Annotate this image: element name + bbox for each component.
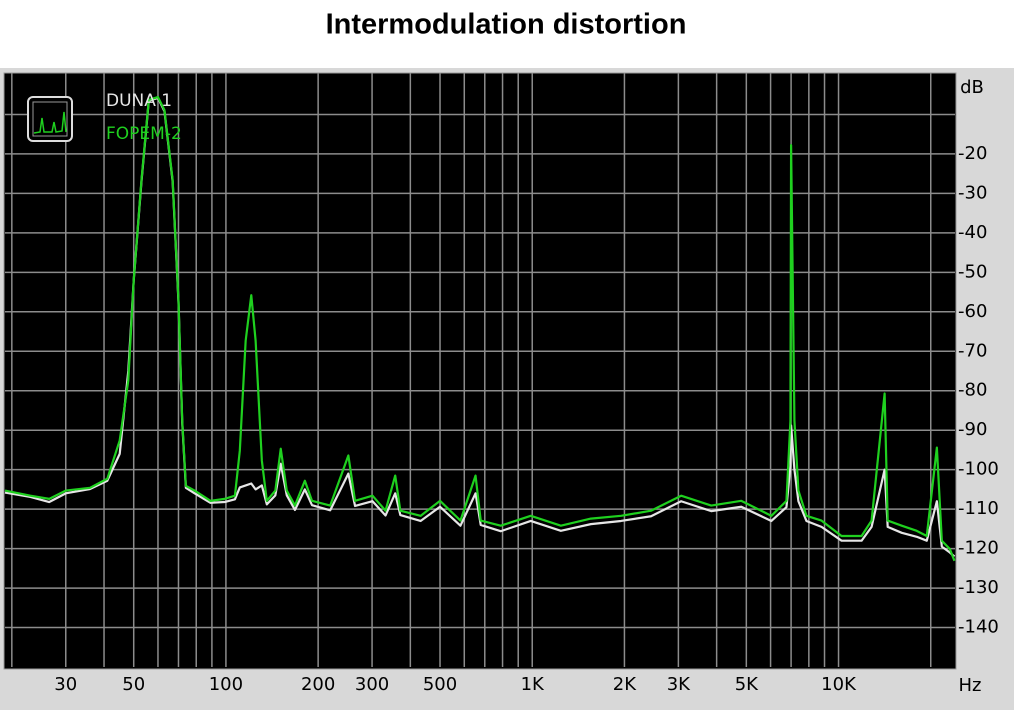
legend-label: DUNA 1 <box>106 91 172 111</box>
x-tick-label: 10K <box>821 674 857 695</box>
x-tick-label: 200 <box>301 674 335 695</box>
y-tick-label: -100 <box>958 459 999 480</box>
x-tick-label: 50 <box>122 674 145 695</box>
x-tick-label: 300 <box>355 674 389 695</box>
x-tick-label: 30 <box>54 674 77 695</box>
x-tick-label: 2K <box>613 674 637 695</box>
y-tick-label: -90 <box>958 419 987 440</box>
y-tick-label: -140 <box>958 617 999 638</box>
x-axis-label: Hz <box>959 675 982 696</box>
y-axis-label: dB <box>960 77 984 98</box>
y-tick-label: -50 <box>958 261 987 282</box>
legend-icon <box>27 96 73 142</box>
plot-area <box>3 72 957 670</box>
y-tick-label: -120 <box>958 538 999 559</box>
x-tick-label: 1K <box>521 674 545 695</box>
legend-icon-trace <box>33 111 67 134</box>
x-tick-label: 5K <box>735 674 759 695</box>
x-tick-label: 3K <box>667 674 691 695</box>
y-tick-label: -20 <box>958 143 987 164</box>
chart-title: Intermodulation distortion <box>326 9 687 41</box>
legend: DUNA 1 FOPEM-2 <box>27 91 182 144</box>
y-tick-label: -130 <box>958 577 999 598</box>
legend-label: FOPEM-2 <box>106 124 182 144</box>
y-tick-label: -110 <box>958 498 999 519</box>
legend-icon-frame <box>32 101 68 137</box>
x-tick-label: 100 <box>209 674 243 695</box>
y-tick-label: -80 <box>958 380 987 401</box>
y-tick-label: -70 <box>958 340 987 361</box>
series-line <box>4 96 956 562</box>
lines <box>4 96 956 562</box>
y-tick-label: -60 <box>958 301 987 322</box>
y-tick-label: -30 <box>958 182 987 203</box>
x-tick-label: 500 <box>423 674 457 695</box>
y-tick-label: -40 <box>958 222 987 243</box>
